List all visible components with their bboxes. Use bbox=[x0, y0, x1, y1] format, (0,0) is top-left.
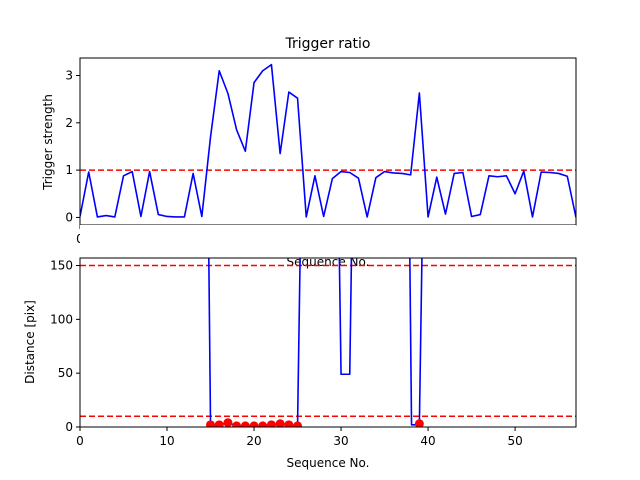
series-layer bbox=[80, 63, 576, 218]
x-tick-label: 40 bbox=[420, 434, 435, 448]
plot-area bbox=[80, 258, 576, 427]
data-point-marker bbox=[266, 420, 276, 427]
x-tick-label: 20 bbox=[246, 434, 261, 448]
y-tick-label: 50 bbox=[58, 366, 73, 380]
x-axis-label: Sequence No. bbox=[287, 456, 370, 470]
series-line-segment bbox=[338, 258, 353, 376]
distance-chart: 0 10 20 30 40 50 0 50 100 150 Sequence No. Dista… bbox=[23, 225, 577, 470]
data-point-marker bbox=[275, 419, 285, 427]
y-axis-label: Distance [pix] bbox=[23, 300, 37, 384]
chart-title: Trigger ratio bbox=[284, 36, 370, 52]
plot-area bbox=[80, 63, 576, 218]
x-tick-label: 30 bbox=[333, 434, 348, 448]
y-tick-label: 2 bbox=[65, 116, 73, 130]
y-tick-label: 0 bbox=[65, 420, 73, 434]
x-tick-label: 10 bbox=[159, 434, 174, 448]
data-point-marker bbox=[258, 421, 268, 427]
axes-frame bbox=[79, 257, 577, 428]
data-point-marker bbox=[223, 418, 233, 427]
data-point-marker bbox=[293, 421, 303, 427]
axes-frame-background-top bbox=[80, 225, 576, 258]
data-point-marker bbox=[240, 421, 250, 427]
y-tick-label: 0 bbox=[65, 210, 73, 224]
data-point-marker bbox=[232, 421, 242, 427]
x-axis-ticks: 0 10 20 30 40 50 bbox=[76, 427, 523, 448]
data-point-marker bbox=[249, 421, 259, 427]
data-point-marker bbox=[414, 419, 424, 427]
y-axis-label: Trigger strength bbox=[41, 94, 55, 191]
series-line bbox=[80, 63, 576, 218]
data-point-marker bbox=[214, 420, 224, 427]
x-tick-label: 50 bbox=[507, 434, 522, 448]
series-layer bbox=[206, 258, 424, 427]
y-tick-label: 1 bbox=[65, 163, 73, 177]
y-axis-ticks: 0 50 100 150 bbox=[50, 259, 80, 434]
y-tick-label: 150 bbox=[50, 259, 73, 273]
data-point-marker bbox=[206, 420, 216, 427]
x-tick-label: 0 bbox=[76, 434, 84, 448]
y-tick-label: 100 bbox=[50, 312, 73, 326]
threshold-lines bbox=[80, 264, 576, 417]
data-point-marker bbox=[284, 420, 294, 427]
y-tick-label: 3 bbox=[65, 69, 73, 83]
y-axis-ticks: 0 1 2 3 bbox=[65, 69, 80, 224]
